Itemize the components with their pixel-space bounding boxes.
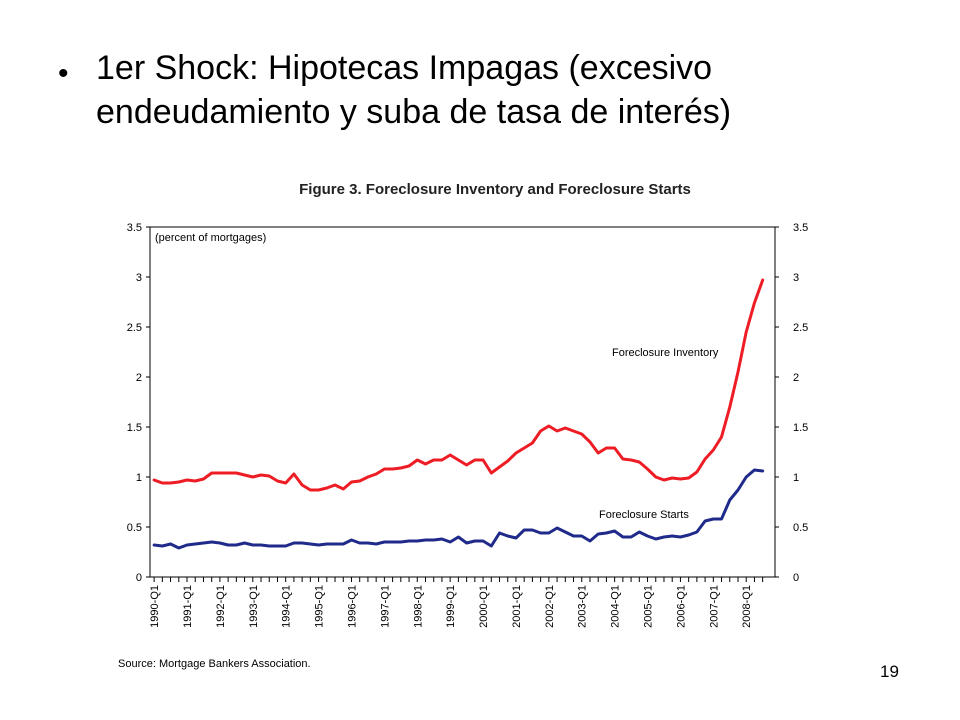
page-number: 19 bbox=[880, 662, 899, 681]
y-tick-label-left: 1.5 bbox=[127, 422, 142, 434]
x-tick-label: 2006-Q1 bbox=[675, 585, 687, 628]
series-label-foreclosure-inventory: Foreclosure Inventory bbox=[612, 347, 719, 359]
y-tick-label-left: 3.5 bbox=[127, 222, 142, 234]
x-tick-label: 2003-Q1 bbox=[577, 585, 589, 628]
x-tick-label: 1999-Q1 bbox=[445, 585, 457, 628]
x-tick-label: 2000-Q1 bbox=[478, 585, 490, 628]
x-tick-label: 1998-Q1 bbox=[412, 585, 424, 628]
x-tick-label: 2002-Q1 bbox=[544, 585, 556, 628]
bullet-text: 1er Shock: Hipotecas Impagas (excesivo e… bbox=[96, 49, 732, 131]
y-tick-label-left: 2.5 bbox=[127, 322, 142, 334]
x-tick-label: 1994-Q1 bbox=[281, 585, 293, 628]
x-tick-label: 2007-Q1 bbox=[708, 585, 720, 628]
y-tick-label-right: 3 bbox=[793, 272, 799, 284]
x-tick-label: 2008-Q1 bbox=[741, 585, 753, 628]
series-line-foreclosure-starts bbox=[152, 468, 765, 550]
x-tick-label: 1990-Q1 bbox=[149, 585, 161, 628]
y-tick-label-left: 0 bbox=[136, 572, 142, 584]
x-tick-label: 1996-Q1 bbox=[346, 585, 358, 628]
y-tick-label-right: 3.5 bbox=[793, 222, 808, 234]
y-axis-left: 0 0.5 1 1.5 2 2.5 3 3.5 bbox=[127, 222, 150, 584]
y-tick-label-right: 0.5 bbox=[793, 522, 808, 534]
series-lines bbox=[152, 278, 765, 550]
source-note: Source: Mortgage Bankers Association. bbox=[118, 658, 311, 670]
series-label-foreclosure-starts: Foreclosure Starts bbox=[599, 509, 689, 521]
chart-title: Figure 3. Foreclosure Inventory and Fore… bbox=[299, 181, 691, 198]
y-axis-right: 0 0.5 1 1.5 2 2.5 3 3.5 bbox=[775, 222, 808, 584]
x-tick-label: 2004-Q1 bbox=[610, 585, 622, 628]
y-tick-label-right: 1.5 bbox=[793, 422, 808, 434]
x-tick-label: 2005-Q1 bbox=[643, 585, 655, 628]
bullet-marker: • bbox=[58, 57, 69, 90]
y-tick-label-left: 0.5 bbox=[127, 522, 142, 534]
y-tick-label-right: 0 bbox=[793, 572, 799, 584]
y-tick-label-right: 2.5 bbox=[793, 322, 808, 334]
y-tick-label-left: 2 bbox=[136, 372, 142, 384]
y-tick-label-right: 2 bbox=[793, 372, 799, 384]
y-tick-label-left: 3 bbox=[136, 272, 142, 284]
unit-note: (percent of mortgages) bbox=[155, 232, 266, 244]
series-line-foreclosure-inventory bbox=[152, 278, 765, 492]
plot-frame bbox=[149, 226, 776, 578]
y-tick-label-right: 1 bbox=[793, 472, 799, 484]
x-tick-label: 1997-Q1 bbox=[379, 585, 391, 628]
x-tick-label: 1991-Q1 bbox=[182, 585, 194, 628]
x-axis: 1990-Q1 1991-Q1 1992-Q1 1993-Q1 1994-Q1 1995-… bbox=[149, 577, 764, 628]
x-tick-label: 1995-Q1 bbox=[314, 585, 326, 628]
x-tick-label: 2001-Q1 bbox=[511, 585, 523, 628]
x-tick-label: 1992-Q1 bbox=[215, 585, 227, 628]
x-tick-label: 1993-Q1 bbox=[248, 585, 260, 628]
y-tick-label-left: 1 bbox=[136, 472, 142, 484]
